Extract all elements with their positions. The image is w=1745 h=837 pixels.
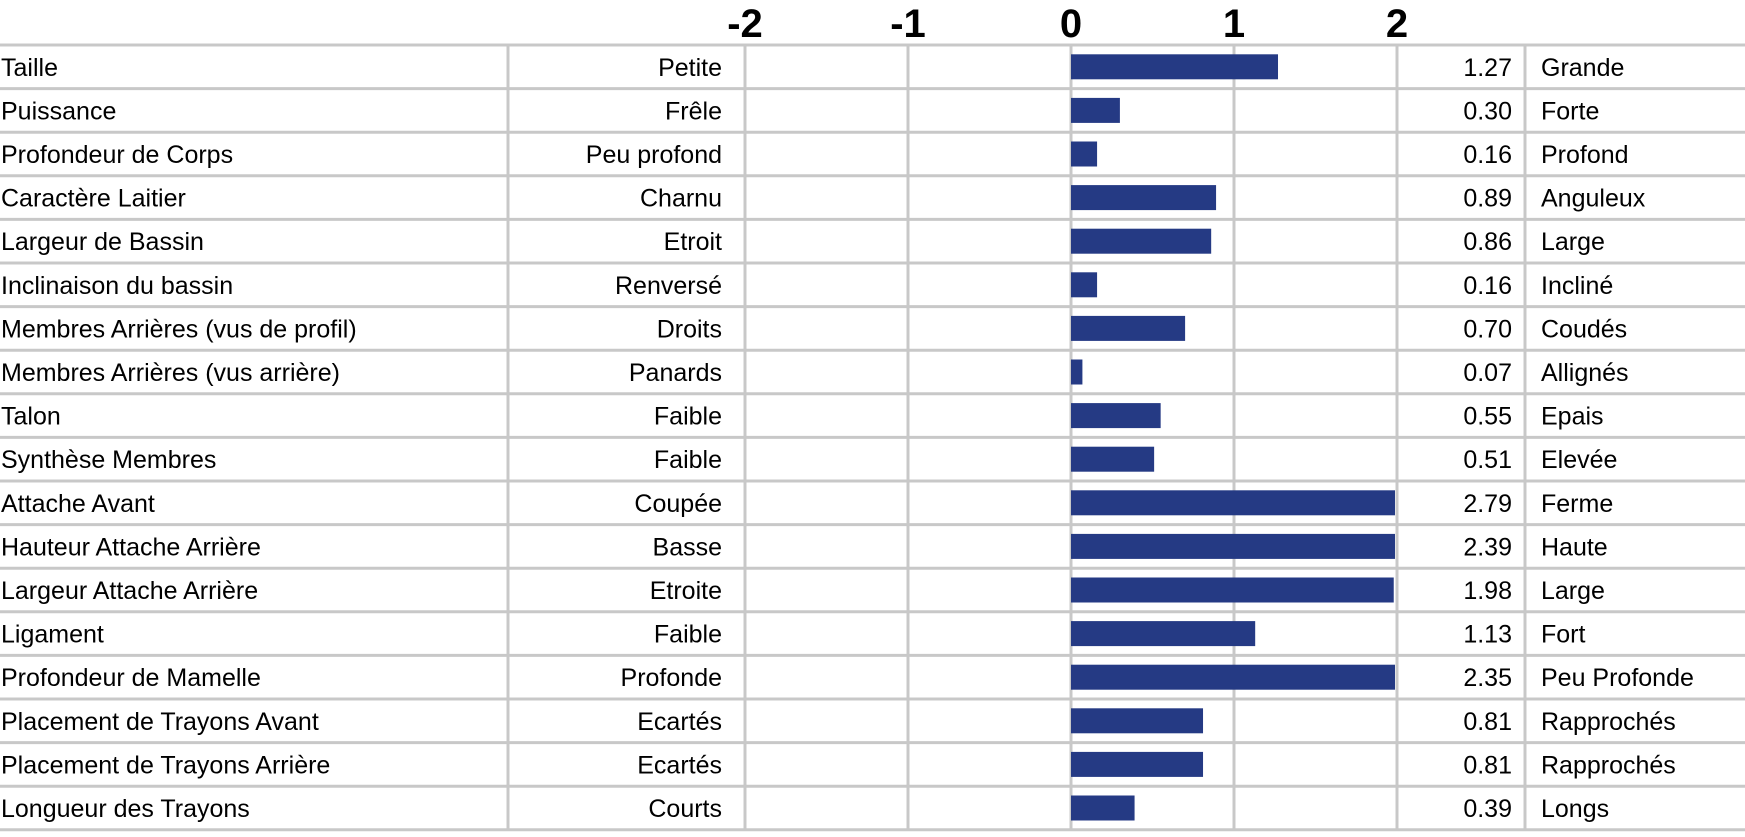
- trait-name: Membres Arrières (vus de profil): [1, 315, 357, 343]
- text-layer: -2 -1 0 1 2 Taille Petite 1.27 Grande Puissance Fr…: [1, 2, 1694, 823]
- high-label: Large: [1541, 577, 1605, 605]
- grid-layer: [0, 43, 1745, 832]
- x-tick-label: -2: [727, 2, 763, 46]
- low-label: Renversé: [615, 272, 722, 300]
- bars-layer: [1071, 54, 1395, 821]
- high-label: Grande: [1541, 54, 1624, 82]
- value-label: 0.81: [1463, 708, 1512, 736]
- value-label: 0.39: [1463, 795, 1512, 823]
- value-label: 0.16: [1463, 272, 1512, 300]
- trait-name: Longueur des Trayons: [1, 795, 250, 823]
- value-label: 0.30: [1463, 97, 1512, 125]
- low-label: Basse: [653, 533, 722, 561]
- trait-name: Taille: [1, 54, 58, 82]
- x-tick-label: 0: [1060, 2, 1082, 46]
- value-label: 1.98: [1463, 577, 1512, 605]
- low-label: Faible: [654, 446, 722, 474]
- trait-name: Caractère Laitier: [1, 185, 186, 213]
- low-label: Charnu: [640, 185, 722, 213]
- bar: [1071, 97, 1120, 123]
- high-label: Elevée: [1541, 446, 1617, 474]
- low-label: Coupée: [634, 490, 722, 518]
- low-label: Ecartés: [637, 751, 722, 779]
- high-label: Incliné: [1541, 272, 1613, 300]
- low-label: Frêle: [665, 97, 722, 125]
- trait-name: Attache Avant: [1, 490, 155, 518]
- high-label: Large: [1541, 228, 1605, 256]
- bar: [1071, 621, 1256, 647]
- value-label: 0.16: [1463, 141, 1512, 169]
- high-label: Longs: [1541, 795, 1609, 823]
- trait-name: Hauteur Attache Arrière: [1, 533, 261, 561]
- trait-name: Inclinaison du bassin: [1, 272, 233, 300]
- bar: [1071, 490, 1395, 516]
- bar: [1071, 577, 1394, 603]
- value-label: 0.81: [1463, 751, 1512, 779]
- trait-name: Placement de Trayons Avant: [1, 708, 319, 736]
- bar: [1071, 54, 1279, 80]
- bar: [1071, 795, 1135, 821]
- trait-name: Largeur de Bassin: [1, 228, 204, 256]
- low-label: Etroite: [650, 577, 722, 605]
- trait-name: Puissance: [1, 97, 116, 125]
- low-label: Courts: [648, 795, 722, 823]
- high-label: Fort: [1541, 621, 1586, 649]
- bar: [1071, 228, 1212, 254]
- bar: [1071, 708, 1204, 734]
- value-label: 1.27: [1463, 54, 1512, 82]
- bar: [1071, 359, 1083, 385]
- value-label: 0.51: [1463, 446, 1512, 474]
- trait-name: Profondeur de Mamelle: [1, 664, 261, 692]
- value-label: 0.86: [1463, 228, 1512, 256]
- low-label: Droits: [657, 315, 722, 343]
- x-tick-label: -1: [890, 2, 926, 46]
- bar: [1071, 751, 1204, 777]
- bar: [1071, 403, 1161, 429]
- bar: [1071, 533, 1395, 559]
- trait-name: Talon: [1, 403, 61, 431]
- value-label: 0.55: [1463, 403, 1512, 431]
- value-label: 0.70: [1463, 315, 1512, 343]
- trait-name: Largeur Attache Arrière: [1, 577, 258, 605]
- trait-name: Placement de Trayons Arrière: [1, 751, 330, 779]
- trait-name: Membres Arrières (vus arrière): [1, 359, 340, 387]
- low-label: Faible: [654, 403, 722, 431]
- bar: [1071, 446, 1155, 472]
- bar: [1071, 315, 1186, 341]
- high-label: Ferme: [1541, 490, 1613, 518]
- high-label: Rapprochés: [1541, 751, 1676, 779]
- low-label: Profonde: [621, 664, 722, 692]
- value-label: 1.13: [1463, 621, 1512, 649]
- trait-name: Profondeur de Corps: [1, 141, 233, 169]
- high-label: Anguleux: [1541, 185, 1646, 213]
- x-tick-label: 2: [1386, 2, 1408, 46]
- bar: [1071, 272, 1098, 298]
- x-tick-label: 1: [1223, 2, 1245, 46]
- high-label: Forte: [1541, 97, 1599, 125]
- high-label: Epais: [1541, 403, 1604, 431]
- value-label: 2.79: [1463, 490, 1512, 518]
- high-label: Allignés: [1541, 359, 1629, 387]
- high-label: Coudés: [1541, 315, 1627, 343]
- high-label: Rapprochés: [1541, 708, 1676, 736]
- low-label: Petite: [658, 54, 722, 82]
- value-label: 0.89: [1463, 185, 1512, 213]
- value-label: 0.07: [1463, 359, 1512, 387]
- low-label: Ecartés: [637, 708, 722, 736]
- bar: [1071, 141, 1098, 167]
- low-label: Peu profond: [586, 141, 722, 169]
- high-label: Peu Profonde: [1541, 664, 1694, 692]
- bar: [1071, 185, 1217, 211]
- value-label: 2.39: [1463, 533, 1512, 561]
- high-label: Haute: [1541, 533, 1608, 561]
- bar: [1071, 664, 1395, 690]
- trait-name: Ligament: [1, 621, 104, 649]
- high-label: Profond: [1541, 141, 1629, 169]
- low-label: Etroit: [664, 228, 722, 256]
- low-label: Faible: [654, 621, 722, 649]
- value-label: 2.35: [1463, 664, 1512, 692]
- trait-name: Synthèse Membres: [1, 446, 216, 474]
- low-label: Panards: [629, 359, 722, 387]
